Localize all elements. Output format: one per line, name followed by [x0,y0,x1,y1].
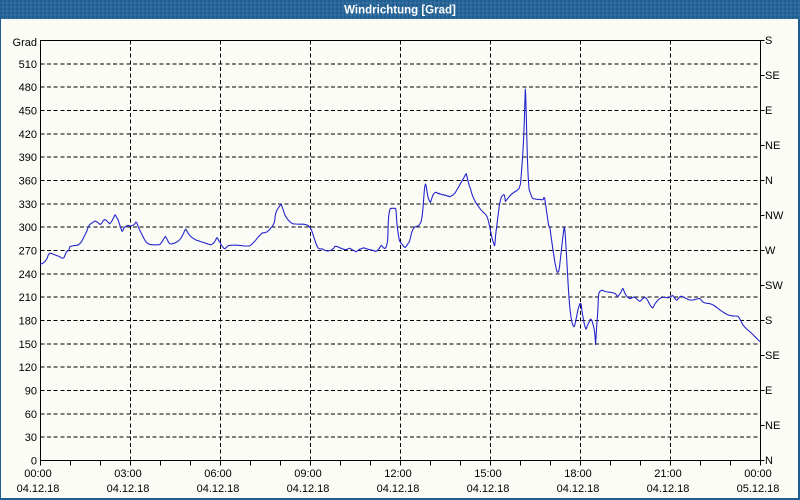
svg-text:210: 210 [19,292,37,304]
svg-text:15:00: 15:00 [474,468,502,480]
svg-text:S: S [765,315,772,327]
svg-text:S: S [765,35,772,47]
svg-text:360: 360 [19,176,37,188]
svg-text:09:00: 09:00 [294,468,322,480]
svg-text:04.12.18: 04.12.18 [287,483,330,495]
svg-text:Grad: Grad [13,37,37,49]
svg-text:N: N [765,175,773,187]
svg-text:04.12.18: 04.12.18 [377,483,420,495]
svg-text:05.12.18: 05.12.18 [737,483,780,495]
svg-text:390: 390 [19,152,37,164]
svg-text:N: N [765,455,773,467]
svg-text:330: 330 [19,199,37,211]
svg-text:NE: NE [765,420,780,432]
svg-text:120: 120 [19,362,37,374]
svg-text:30: 30 [25,432,37,444]
svg-text:150: 150 [19,339,37,351]
svg-text:450: 450 [19,106,37,118]
svg-text:SW: SW [765,280,783,292]
svg-text:06:00: 06:00 [204,468,232,480]
svg-text:04.12.18: 04.12.18 [197,483,240,495]
svg-text:270: 270 [19,246,37,258]
svg-text:Windrichtung [Grad]: Windrichtung [Grad] [344,5,456,17]
svg-text:NE: NE [765,140,780,152]
svg-text:240: 240 [19,269,37,281]
svg-text:21:00: 21:00 [654,468,682,480]
svg-text:03:00: 03:00 [114,468,142,480]
svg-text:480: 480 [19,82,37,94]
svg-text:300: 300 [19,222,37,234]
svg-text:90: 90 [25,386,37,398]
svg-text:0: 0 [31,456,37,468]
svg-text:60: 60 [25,409,37,421]
svg-text:04.12.18: 04.12.18 [107,483,150,495]
svg-text:E: E [765,385,772,397]
svg-text:04.12.18: 04.12.18 [557,483,600,495]
svg-text:18:00: 18:00 [564,468,592,480]
svg-text:04.12.18: 04.12.18 [467,483,510,495]
svg-text:510: 510 [19,59,37,71]
svg-text:420: 420 [19,129,37,141]
svg-text:00:00: 00:00 [24,468,52,480]
svg-text:00:00: 00:00 [744,468,772,480]
svg-text:NW: NW [765,210,784,222]
svg-text:W: W [765,245,776,257]
svg-text:04.12.18: 04.12.18 [647,483,690,495]
svg-text:SE: SE [765,350,780,362]
svg-text:180: 180 [19,316,37,328]
svg-text:04.12.18: 04.12.18 [17,483,60,495]
svg-text:E: E [765,105,772,117]
svg-text:12:00: 12:00 [384,468,412,480]
svg-text:SE: SE [765,70,780,82]
